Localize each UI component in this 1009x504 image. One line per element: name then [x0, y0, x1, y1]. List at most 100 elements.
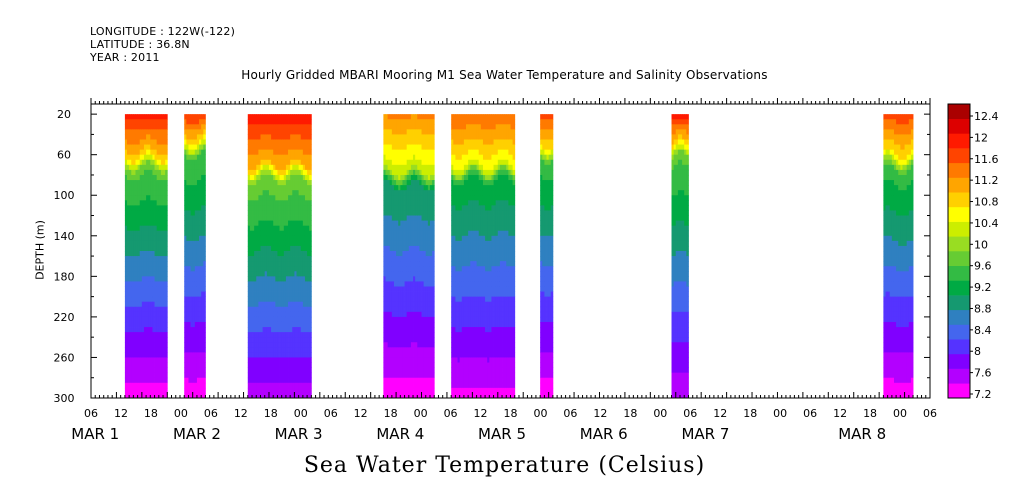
heat-cell	[304, 190, 308, 196]
heat-cell	[277, 372, 280, 379]
heat-cell	[391, 337, 395, 343]
heat-cell	[254, 235, 257, 242]
heat-cell	[404, 220, 408, 227]
heat-cell	[148, 114, 151, 120]
heat-cell	[283, 169, 287, 176]
heat-cell	[455, 362, 458, 368]
heat-cell	[133, 281, 136, 287]
heat-cell	[423, 342, 427, 348]
heat-cell	[304, 377, 308, 384]
heat-cell	[387, 245, 391, 252]
heat-cell	[429, 245, 433, 252]
heat-cell	[254, 306, 257, 313]
heat-cell	[160, 266, 164, 272]
heat-cell	[421, 159, 425, 166]
heat-cell	[300, 220, 304, 227]
heat-cell	[398, 119, 401, 125]
heat-cell	[196, 154, 200, 161]
heat-cell	[137, 149, 141, 156]
heat-cell	[396, 134, 399, 140]
heat-cell	[453, 119, 456, 125]
heat-cell	[385, 119, 389, 125]
heat-cell	[417, 327, 420, 333]
heat-cell	[294, 220, 297, 227]
heat-cell	[184, 266, 187, 272]
heat-cell	[262, 139, 266, 145]
heat-cell	[137, 387, 141, 394]
heat-cell	[133, 306, 136, 313]
heat-cell	[396, 306, 399, 313]
heat-cell	[451, 235, 454, 242]
heat-cell	[421, 154, 425, 161]
heat-cell	[391, 230, 395, 237]
heat-cell	[256, 301, 259, 308]
heat-cell	[383, 367, 386, 374]
heat-cell	[300, 119, 304, 125]
heat-cell	[273, 245, 276, 252]
heat-cell	[406, 124, 410, 130]
heat-cell	[393, 220, 397, 227]
heat-cell	[260, 286, 264, 292]
heat-cell	[192, 185, 196, 191]
heat-cell	[383, 174, 386, 181]
heat-cell	[408, 124, 412, 130]
heat-cell	[307, 357, 310, 363]
heat-cell	[203, 215, 206, 221]
heat-cell	[154, 316, 158, 323]
heat-cell	[406, 327, 410, 333]
heat-cell	[400, 327, 403, 333]
heat-cell	[451, 256, 454, 262]
heat-cell	[461, 114, 465, 120]
heat-cell	[294, 392, 297, 399]
heat-cell	[459, 337, 463, 343]
heat-cell	[300, 347, 304, 353]
heat-cell	[129, 154, 132, 161]
heat-cell	[252, 235, 255, 242]
heat-cell	[260, 190, 264, 196]
heat-cell	[292, 327, 295, 333]
heat-cell	[432, 311, 435, 318]
heat-cell	[141, 190, 145, 196]
heat-cell	[268, 195, 272, 201]
heat-cell	[309, 220, 312, 227]
heat-cell	[457, 362, 461, 368]
heat-cell	[129, 220, 132, 227]
heat-cell	[417, 296, 420, 303]
heat-cell	[160, 245, 164, 252]
heat-cell	[165, 352, 168, 358]
heat-cell	[432, 154, 435, 161]
heat-cell	[264, 210, 268, 216]
heat-cell	[148, 367, 151, 374]
heat-cell	[268, 316, 272, 323]
heat-cell	[413, 256, 416, 262]
heat-cell	[419, 195, 422, 201]
heat-cell	[129, 372, 132, 379]
heat-cell	[186, 332, 189, 338]
heat-cell	[455, 149, 458, 156]
heat-cell	[137, 220, 141, 227]
heat-cell	[139, 321, 143, 328]
heat-cell	[268, 301, 272, 308]
heat-cell	[264, 291, 268, 298]
heat-cell	[408, 210, 412, 216]
heat-cell	[165, 124, 168, 130]
heat-cell	[419, 220, 422, 227]
heat-cell	[260, 332, 264, 338]
heat-cell	[457, 327, 461, 333]
heat-cell	[143, 154, 147, 161]
heat-cell	[294, 245, 297, 252]
heat-cell	[203, 200, 206, 206]
heat-cell	[165, 357, 168, 363]
heat-cell	[413, 342, 416, 348]
heat-cell	[404, 372, 408, 379]
heat-cell	[271, 367, 274, 374]
heat-cell	[455, 382, 458, 389]
heat-cell	[292, 215, 295, 221]
heat-cell	[143, 367, 147, 374]
heat-cell	[285, 301, 289, 308]
heat-cell	[298, 301, 302, 308]
heat-cell	[124, 316, 128, 323]
heat-cell	[190, 245, 194, 252]
heat-cell	[143, 327, 147, 333]
heat-cell	[421, 174, 425, 181]
